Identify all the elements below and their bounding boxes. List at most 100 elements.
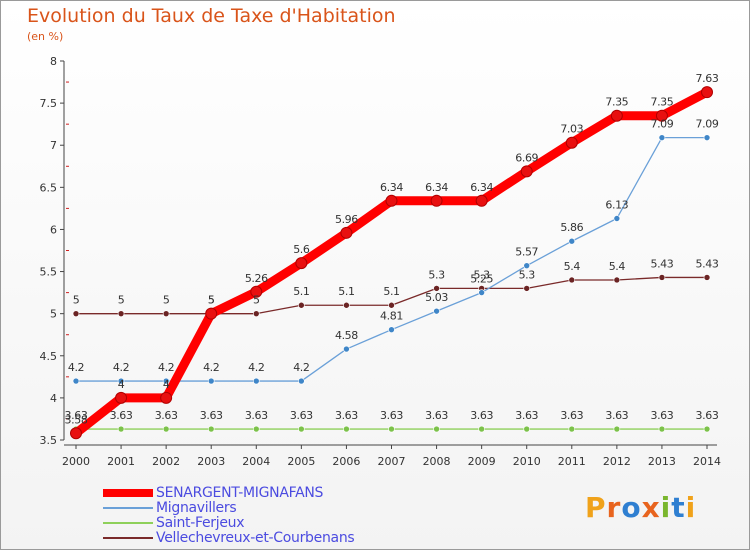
- data-label: 3.63: [110, 409, 133, 422]
- data-label: 6.13: [605, 198, 628, 211]
- data-point: [523, 262, 531, 269]
- data-label: 5.1: [338, 285, 354, 298]
- data-point: [658, 274, 666, 281]
- data-label: 3.63: [696, 409, 719, 422]
- data-label: 5: [253, 294, 260, 307]
- data-label: 5.3: [519, 268, 536, 281]
- data-label: 4: [163, 378, 170, 391]
- x-tick-label: 2006: [332, 455, 360, 468]
- data-label: 3.63: [245, 409, 268, 422]
- data-point: [343, 345, 350, 353]
- brand-letter: x: [641, 491, 661, 524]
- data-point: [252, 310, 260, 317]
- data-point: [298, 425, 305, 433]
- data-label: 5: [208, 294, 215, 307]
- data-point: [252, 425, 260, 433]
- data-point: [613, 425, 621, 433]
- data-point: [568, 425, 576, 433]
- data-point: [703, 134, 711, 141]
- brand-letter: i: [660, 491, 672, 524]
- data-label: 4.2: [158, 361, 174, 374]
- x-tick-label: 2014: [693, 455, 721, 468]
- data-label: 3.63: [65, 409, 88, 422]
- data-point: [475, 194, 488, 207]
- data-point: [433, 285, 440, 292]
- data-label: 4.58: [335, 329, 358, 342]
- data-label: 7.03: [560, 123, 583, 136]
- data-label: 5.6: [293, 243, 310, 256]
- legend-swatch: [103, 489, 153, 497]
- data-point: [478, 425, 485, 433]
- data-point: [388, 301, 395, 309]
- data-point: [298, 301, 305, 309]
- x-tick-label: 2002: [152, 455, 180, 468]
- data-label: 4.81: [380, 310, 403, 323]
- y-tick-label: 8: [50, 55, 57, 68]
- data-label: 5: [118, 294, 125, 307]
- x-tick-label: 2000: [62, 455, 90, 468]
- data-label: 7.09: [696, 118, 719, 131]
- x-tick-label: 2008: [423, 455, 451, 468]
- data-point: [162, 310, 170, 317]
- data-point: [162, 425, 170, 433]
- data-point: [207, 425, 215, 433]
- data-point: [207, 377, 215, 385]
- data-label: 5.25: [470, 273, 493, 286]
- data-point: [430, 194, 443, 207]
- legend-label: Mignavillers: [156, 500, 237, 516]
- data-label: 4: [118, 378, 125, 391]
- brand-letter: o: [621, 491, 642, 524]
- data-label: 3.63: [470, 409, 493, 422]
- data-label: 3.63: [605, 409, 628, 422]
- x-tick-label: 2010: [513, 455, 541, 468]
- legend-label: Saint-Ferjeux: [156, 515, 245, 531]
- data-label: 6.34: [380, 181, 403, 194]
- y-tick-label: 7.5: [40, 97, 58, 110]
- legend-label: SENARGENT-MIGNAFANS: [156, 485, 324, 501]
- data-label: 5.3: [428, 268, 445, 281]
- data-point: [565, 136, 578, 149]
- data-point: [343, 425, 350, 433]
- legend-swatch: [103, 522, 153, 524]
- data-label: 5.3: [473, 268, 490, 281]
- legend-label: Vellechevreux-et-Courbenans: [156, 530, 355, 546]
- data-point: [388, 425, 395, 433]
- y-tick-label: 5: [50, 308, 57, 321]
- legend-swatch: [103, 507, 153, 509]
- x-tick-label: 2003: [197, 455, 225, 468]
- data-point: [610, 109, 623, 122]
- data-point: [655, 109, 668, 122]
- data-point: [388, 326, 395, 333]
- data-point: [340, 226, 353, 239]
- data-point: [115, 391, 128, 404]
- data-label: 3.58: [65, 413, 88, 426]
- data-point: [385, 194, 398, 207]
- data-label: 5.43: [650, 257, 673, 270]
- y-tick-label: 4: [50, 392, 57, 405]
- data-label: 5.4: [609, 260, 626, 273]
- y-tick-label: 7: [50, 139, 57, 152]
- data-point: [568, 237, 576, 245]
- data-point: [523, 425, 531, 433]
- data-point: [478, 289, 485, 296]
- data-label: 7.35: [605, 96, 628, 109]
- chart-title: Evolution du Taux de Taxe d'Habitation: [27, 5, 396, 27]
- data-label: 7.63: [696, 72, 719, 85]
- data-point: [613, 276, 621, 284]
- data-point: [70, 427, 82, 440]
- data-label: 5.86: [560, 221, 583, 234]
- data-point: [117, 377, 125, 385]
- data-label: 5.43: [696, 257, 719, 270]
- brand-letter: i: [685, 491, 697, 524]
- data-point: [205, 307, 218, 320]
- data-label: 3.63: [515, 409, 538, 422]
- x-tick-label: 2004: [242, 455, 270, 468]
- data-point: [701, 86, 713, 99]
- data-label: 3.63: [335, 409, 358, 422]
- data-label: 6.34: [425, 181, 448, 194]
- data-label: 3.63: [155, 409, 178, 422]
- data-label: 7.09: [650, 118, 673, 131]
- x-tick-label: 2013: [648, 455, 676, 468]
- y-tick-label: 6.5: [40, 181, 58, 194]
